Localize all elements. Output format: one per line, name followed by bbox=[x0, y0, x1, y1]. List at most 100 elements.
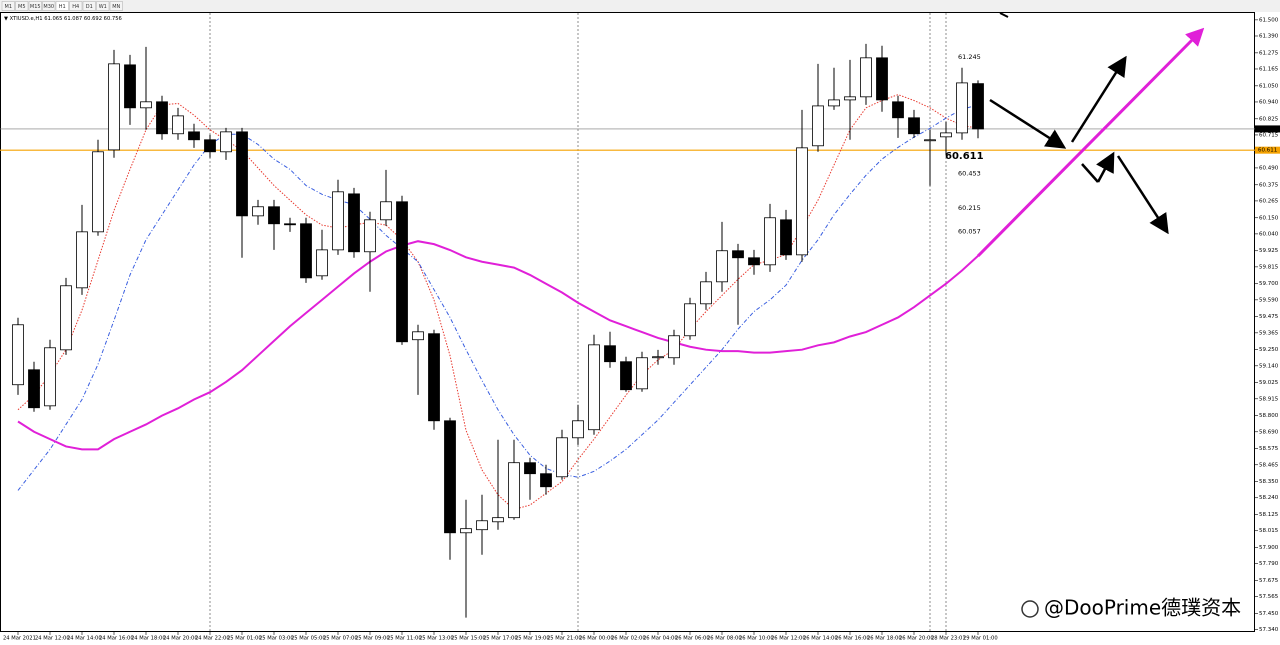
y-tick-label: 61.390 bbox=[1259, 33, 1279, 39]
candle-body bbox=[716, 250, 728, 283]
y-tick-label: 60.940 bbox=[1259, 99, 1279, 105]
y-tick-label: 60.150 bbox=[1259, 215, 1279, 221]
candle-body bbox=[364, 219, 376, 253]
level-label: 60.453 bbox=[958, 169, 981, 177]
candle-body bbox=[108, 63, 120, 151]
x-tick-label: 26 Mar 02:00 bbox=[611, 636, 646, 642]
candle-body bbox=[476, 520, 488, 531]
candle-body bbox=[892, 101, 904, 119]
timeframe-button[interactable] bbox=[96, 1, 110, 11]
candle-body bbox=[844, 96, 856, 101]
x-tick-label: 28 Mar 23:01 bbox=[931, 636, 966, 642]
y-tick-label: 60.490 bbox=[1259, 165, 1279, 171]
candle-body bbox=[428, 333, 440, 422]
candle-body bbox=[828, 99, 840, 107]
candle-body bbox=[284, 223, 296, 226]
candle-body bbox=[348, 193, 360, 253]
x-tick-label: 26 Mar 18:00 bbox=[867, 636, 902, 642]
y-tick-label: 58.915 bbox=[1259, 396, 1279, 402]
y-tick-label: 60.265 bbox=[1259, 198, 1279, 204]
candle-body bbox=[140, 101, 152, 109]
candle-body bbox=[812, 105, 824, 147]
x-tick-label: 25 Mar 09:00 bbox=[355, 636, 390, 642]
y-tick-label: 58.125 bbox=[1259, 512, 1279, 518]
candle-body bbox=[908, 117, 920, 135]
candle-body bbox=[556, 437, 568, 478]
x-tick-label: 26 Mar 04:00 bbox=[643, 636, 678, 642]
x-tick-label: 24 Mar 18:00 bbox=[131, 636, 166, 642]
candle-body bbox=[764, 217, 776, 266]
candle-body bbox=[748, 257, 760, 266]
timeframe-button[interactable] bbox=[28, 1, 42, 11]
candle-body bbox=[396, 201, 408, 343]
timeframe-label: M1 bbox=[5, 4, 13, 10]
level-label: 60.057 bbox=[958, 227, 981, 235]
current-price-label: 60.756 bbox=[1258, 126, 1278, 132]
y-tick-label: 59.475 bbox=[1259, 314, 1279, 320]
x-tick-label: 25 Mar 11:00 bbox=[387, 636, 422, 642]
timeframe-button[interactable] bbox=[15, 1, 29, 11]
y-tick-label: 59.025 bbox=[1259, 380, 1279, 386]
header-marker: ▼ bbox=[4, 16, 10, 22]
candle-body bbox=[444, 420, 456, 534]
x-tick-label: 25 Mar 21:00 bbox=[547, 636, 582, 642]
candle-body bbox=[492, 517, 504, 523]
moving-average-line bbox=[17, 94, 979, 511]
x-tick-label: 25 Mar 15:00 bbox=[451, 636, 486, 642]
watermark-icon bbox=[1021, 600, 1039, 618]
candle-body bbox=[972, 83, 984, 130]
level-label: 61.245 bbox=[958, 53, 981, 61]
y-tick-label: 57.340 bbox=[1259, 627, 1279, 633]
x-tick-label: 26 Mar 06:00 bbox=[675, 636, 710, 642]
x-tick-label: 29 Mar 01:00 bbox=[963, 636, 998, 642]
support-level-label: 60.611 bbox=[945, 151, 984, 162]
candle-body bbox=[780, 219, 792, 256]
plot-area bbox=[0, 12, 1255, 632]
timeframe-label: H1 bbox=[59, 4, 66, 10]
header-open: 61.065 bbox=[44, 16, 62, 22]
x-tick-label: 24 Mar 2021 bbox=[3, 636, 36, 642]
timeframe-label: H4 bbox=[72, 4, 79, 10]
timeframe-button[interactable] bbox=[55, 1, 69, 11]
candle-body bbox=[732, 250, 744, 259]
y-tick-label: 59.365 bbox=[1259, 330, 1279, 336]
timeframe-button[interactable] bbox=[1, 1, 15, 11]
candle-body bbox=[588, 344, 600, 431]
arrow bbox=[1096, 151, 1115, 183]
timeframe-button[interactable] bbox=[42, 1, 56, 11]
y-tick-label: 58.015 bbox=[1259, 528, 1279, 534]
candle-body bbox=[300, 223, 312, 279]
y-tick-label: 57.675 bbox=[1259, 578, 1279, 584]
y-tick-label: 60.825 bbox=[1259, 116, 1279, 122]
x-tick-label: 24 Mar 12:00 bbox=[35, 636, 70, 642]
timeframe-button[interactable] bbox=[69, 1, 83, 11]
y-tick-label: 59.700 bbox=[1259, 281, 1279, 287]
support-price-box bbox=[1255, 146, 1280, 154]
candle-body bbox=[796, 147, 808, 256]
arrow bbox=[999, 12, 1009, 18]
candle-body bbox=[668, 335, 680, 359]
candle-body bbox=[684, 303, 696, 337]
candle-body bbox=[76, 231, 88, 289]
timeframe-button[interactable] bbox=[109, 1, 123, 11]
x-tick-label: 26 Mar 12:00 bbox=[771, 636, 806, 642]
y-tick-label: 60.715 bbox=[1259, 132, 1279, 138]
candle-body bbox=[204, 139, 216, 153]
candle-body bbox=[380, 201, 392, 221]
x-tick-label: 26 Mar 10:00 bbox=[739, 636, 774, 642]
x-tick-label: 26 Mar 20:00 bbox=[899, 636, 934, 642]
y-tick-label: 57.565 bbox=[1259, 594, 1279, 600]
y-tick-label: 58.690 bbox=[1259, 429, 1279, 435]
candle-body bbox=[700, 281, 712, 305]
watermark-text: @DooPrime德璞资本 bbox=[1044, 596, 1241, 620]
candle-body bbox=[956, 82, 968, 134]
candle-body bbox=[252, 206, 264, 217]
timeframe-label: MN bbox=[112, 4, 120, 10]
timeframe-label: M5 bbox=[18, 4, 26, 10]
y-tick-label: 61.165 bbox=[1259, 66, 1279, 72]
x-tick-label: 25 Mar 13:00 bbox=[419, 636, 454, 642]
symbol-header: ▼ XTIUSD.e,H1 61.065 61.087 60.692 60.75… bbox=[4, 16, 122, 22]
candle-body bbox=[652, 356, 664, 359]
timeframe-button[interactable] bbox=[82, 1, 96, 11]
